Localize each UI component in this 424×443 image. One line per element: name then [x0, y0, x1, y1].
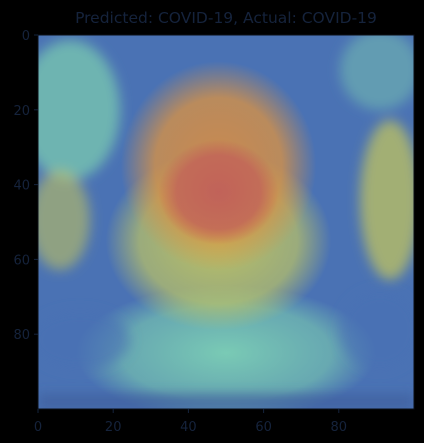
x-tick-label: 80: [331, 420, 348, 435]
x-axis: 0 20 40 60 80: [34, 409, 347, 435]
y-tick-label: 0: [22, 29, 30, 44]
chart-title: Predicted: COVID-19, Actual: COVID-19: [75, 9, 377, 27]
x-tick-label: 0: [34, 420, 42, 435]
y-tick-label: 80: [13, 328, 30, 343]
x-tick-label: 60: [255, 420, 272, 435]
y-tick-label: 40: [13, 179, 30, 194]
plot-frame: [37, 34, 415, 410]
activation-region-mid-low: [75, 285, 377, 409]
y-axis: 0 20 40 60 80: [13, 29, 38, 343]
x-tick-label: 20: [105, 420, 122, 435]
activation-region-high: [158, 139, 279, 245]
y-tick-label: 60: [13, 253, 30, 268]
heatmap-image: [38, 35, 414, 409]
y-tick-label: 20: [13, 104, 30, 119]
x-tick-label: 40: [180, 420, 197, 435]
